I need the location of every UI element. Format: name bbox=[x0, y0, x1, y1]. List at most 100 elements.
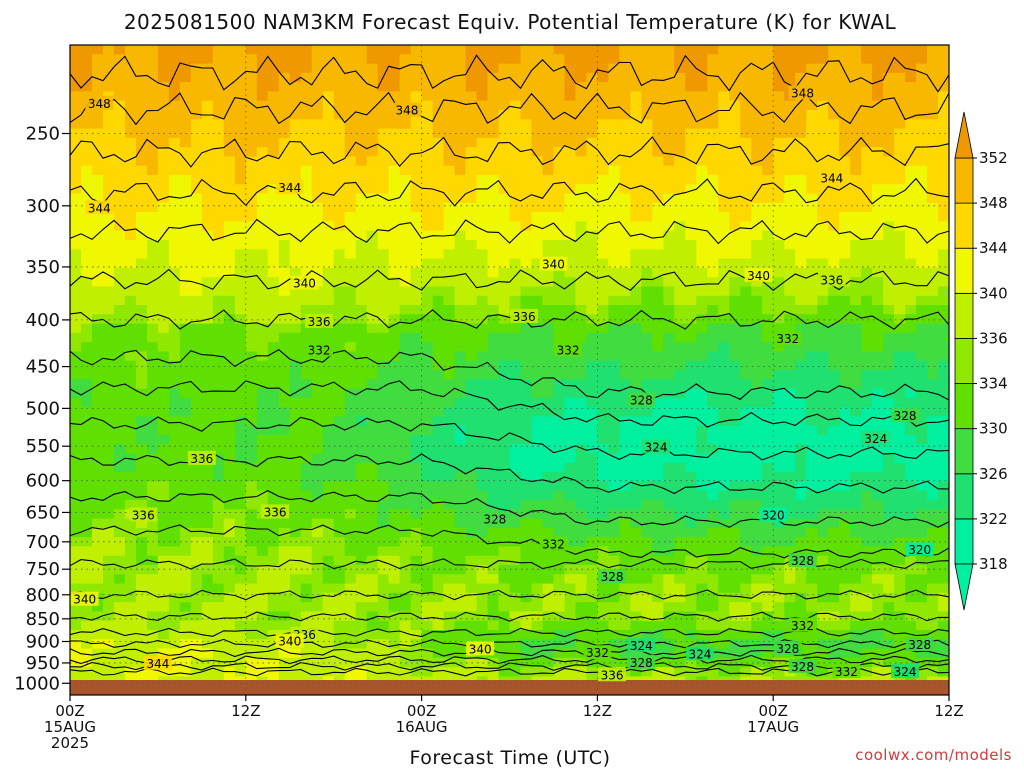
theta-e-cell bbox=[311, 258, 324, 269]
theta-e-cell bbox=[553, 110, 566, 120]
theta-e-cell bbox=[740, 147, 752, 158]
theta-e-cell bbox=[861, 128, 873, 139]
theta-e-cell bbox=[135, 323, 148, 334]
theta-e-cell bbox=[91, 407, 104, 418]
theta-e-cell bbox=[179, 240, 192, 250]
theta-e-cell bbox=[806, 397, 818, 408]
theta-e-cell bbox=[608, 323, 620, 334]
theta-e-cell bbox=[652, 360, 664, 371]
theta-e-cell bbox=[289, 323, 302, 334]
theta-e-cell bbox=[861, 351, 873, 362]
theta-e-cell bbox=[883, 518, 895, 529]
theta-e-cell bbox=[410, 305, 423, 315]
theta-e-cell bbox=[597, 277, 609, 288]
theta-e-cell bbox=[223, 332, 236, 343]
theta-e-cell bbox=[861, 462, 873, 473]
theta-e-cell bbox=[179, 342, 192, 353]
theta-e-cell bbox=[289, 119, 302, 130]
theta-e-cell bbox=[355, 305, 368, 315]
theta-e-cell bbox=[454, 82, 467, 93]
theta-e-cell bbox=[894, 54, 906, 65]
theta-e-cell bbox=[663, 110, 675, 120]
theta-e-cell bbox=[366, 332, 379, 343]
theta-e-cell bbox=[762, 370, 774, 380]
theta-e-cell bbox=[355, 230, 368, 241]
theta-e-cell bbox=[795, 202, 807, 213]
theta-e-cell bbox=[476, 379, 489, 390]
theta-e-cell bbox=[564, 119, 577, 130]
theta-e-cell bbox=[322, 175, 335, 185]
theta-e-cell bbox=[454, 407, 467, 418]
theta-e-cell bbox=[630, 202, 642, 213]
theta-e-cell bbox=[883, 574, 895, 585]
theta-e-cell bbox=[916, 286, 928, 297]
theta-e-cell bbox=[498, 351, 511, 362]
theta-e-cell bbox=[124, 397, 137, 408]
theta-e-cell bbox=[289, 314, 302, 325]
theta-e-cell bbox=[168, 221, 181, 232]
theta-e-cell bbox=[696, 425, 708, 436]
theta-e-cell bbox=[168, 305, 181, 315]
theta-e-cell bbox=[828, 63, 840, 74]
theta-e-cell bbox=[575, 435, 588, 445]
theta-e-cell bbox=[80, 156, 93, 167]
theta-e-cell bbox=[454, 565, 467, 575]
theta-e-cell bbox=[619, 45, 631, 55]
theta-e-cell bbox=[113, 453, 126, 464]
theta-e-cell bbox=[80, 295, 93, 306]
theta-e-cell bbox=[883, 175, 895, 185]
theta-e-cell bbox=[597, 91, 609, 102]
theta-e-cell bbox=[179, 453, 192, 464]
theta-e-cell bbox=[168, 165, 181, 176]
theta-e-cell bbox=[740, 240, 752, 250]
theta-e-cell bbox=[322, 323, 335, 334]
theta-e-cell bbox=[740, 565, 752, 575]
theta-e-cell bbox=[267, 221, 280, 232]
theta-e-cell bbox=[234, 63, 247, 74]
theta-e-cell bbox=[476, 295, 489, 306]
theta-e-cell bbox=[586, 379, 598, 390]
theta-e-cell bbox=[366, 388, 379, 399]
theta-e-cell bbox=[542, 379, 555, 390]
theta-e-cell bbox=[773, 379, 785, 390]
theta-e-cell bbox=[410, 481, 423, 492]
theta-e-cell bbox=[377, 128, 390, 139]
theta-e-cell bbox=[586, 546, 598, 557]
theta-e-cell bbox=[817, 156, 829, 167]
theta-e-cell bbox=[773, 45, 785, 55]
theta-e-cell bbox=[124, 240, 137, 250]
theta-e-cell bbox=[476, 481, 489, 492]
theta-e-cell bbox=[564, 527, 577, 538]
theta-e-cell bbox=[938, 305, 949, 315]
theta-e-cell bbox=[883, 453, 895, 464]
theta-e-cell bbox=[927, 425, 939, 436]
theta-e-cell bbox=[432, 249, 445, 260]
theta-e-cell bbox=[872, 397, 884, 408]
theta-e-cell bbox=[102, 230, 115, 241]
theta-e-cell bbox=[861, 45, 873, 55]
theta-e-cell bbox=[905, 332, 917, 343]
theta-e-cell bbox=[762, 425, 774, 436]
theta-e-cell bbox=[883, 110, 895, 120]
theta-e-cell bbox=[707, 258, 719, 269]
theta-e-cell bbox=[806, 45, 818, 55]
theta-e-cell bbox=[597, 462, 609, 473]
theta-e-cell bbox=[872, 574, 884, 585]
theta-e-cell bbox=[564, 156, 577, 167]
theta-e-cell bbox=[608, 147, 620, 158]
theta-e-cell bbox=[168, 45, 181, 55]
theta-e-cell bbox=[608, 602, 620, 613]
theta-e-cell bbox=[773, 407, 785, 418]
theta-e-cell bbox=[454, 137, 467, 148]
theta-e-cell bbox=[751, 602, 763, 613]
theta-e-cell bbox=[91, 119, 104, 130]
theta-e-cell bbox=[333, 537, 346, 548]
theta-e-cell bbox=[300, 472, 313, 483]
theta-e-cell bbox=[355, 100, 368, 111]
theta-e-cell bbox=[718, 54, 730, 65]
theta-e-cell bbox=[487, 490, 500, 501]
theta-e-cell bbox=[212, 527, 225, 538]
theta-e-cell bbox=[839, 472, 851, 483]
theta-e-cell bbox=[674, 351, 686, 362]
theta-e-cell bbox=[905, 435, 917, 445]
